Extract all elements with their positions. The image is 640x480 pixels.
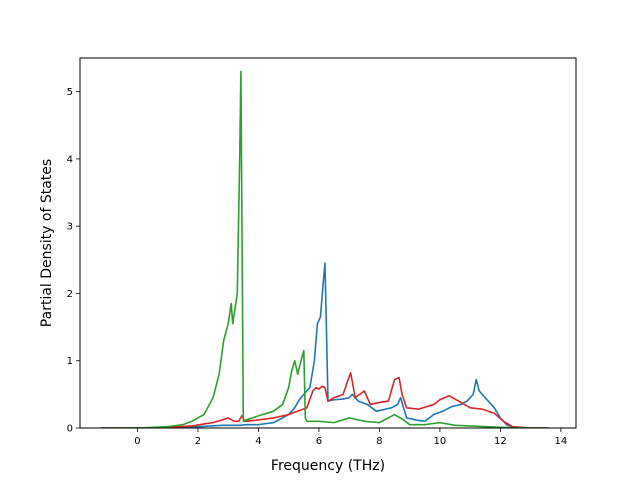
y-tick-label: 1 <box>67 356 73 367</box>
x-tick-label: 14 <box>555 436 568 447</box>
y-tick-label: 5 <box>67 87 73 98</box>
x-tick-label: 0 <box>134 436 140 447</box>
x-axis-ticks: 0 2 4 6 8 10 12 14 <box>134 428 567 447</box>
axes-frame <box>79 57 577 429</box>
series-layer <box>101 70 549 428</box>
y-tick-label: 2 <box>67 289 73 300</box>
y-tick-label: 3 <box>67 222 73 233</box>
x-tick-label: 12 <box>494 436 507 447</box>
x-tick-label: 10 <box>434 436 447 447</box>
y-axis-label: Partial Density of States <box>39 159 55 327</box>
x-tick-label: 6 <box>316 436 322 447</box>
y-axis-ticks: 0 1 2 3 4 5 <box>67 87 80 435</box>
x-tick-label: 2 <box>195 436 201 447</box>
series-line-2 <box>101 372 549 428</box>
x-axis-label: Frequency (THz) <box>271 458 385 474</box>
y-tick-label: 0 <box>67 424 73 435</box>
x-tick-label: 8 <box>376 436 382 447</box>
y-tick-label: 4 <box>67 154 73 165</box>
x-tick-label: 4 <box>255 436 261 447</box>
series-line-3 <box>101 70 549 428</box>
